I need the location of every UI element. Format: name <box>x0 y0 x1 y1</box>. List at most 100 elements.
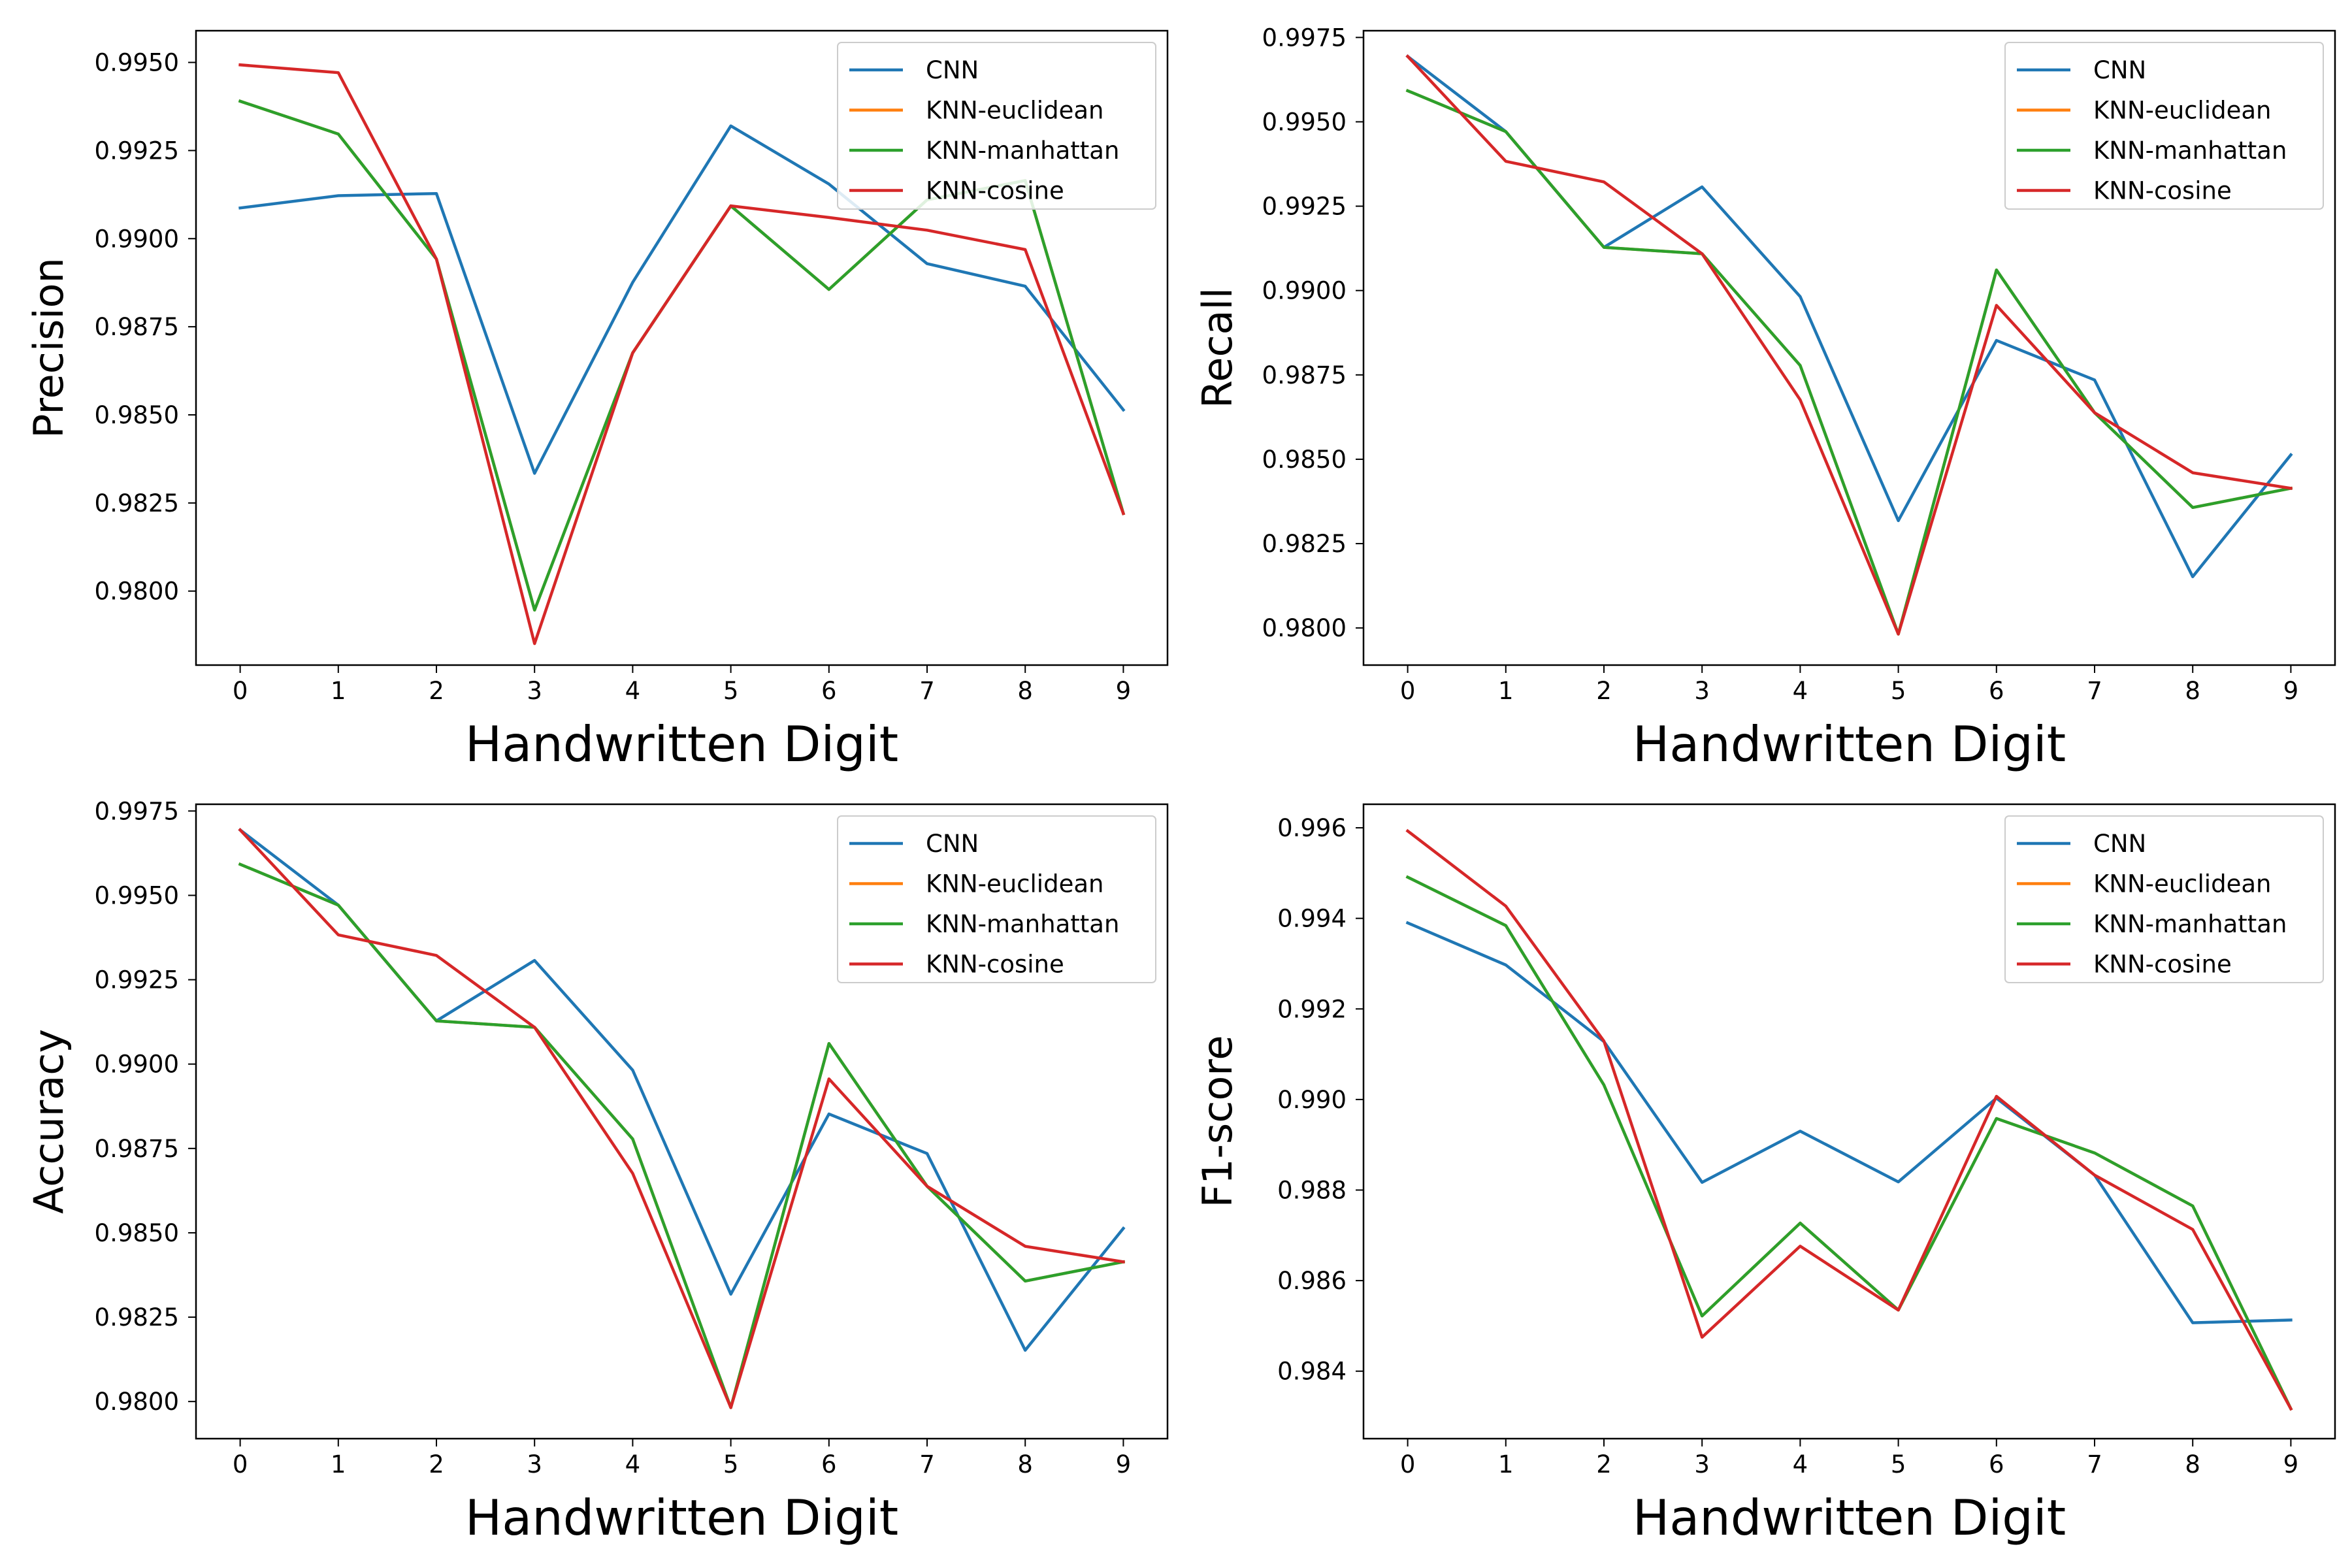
legend-label: CNN <box>2093 56 2146 84</box>
x-tick-label: 2 <box>1596 1450 1612 1478</box>
x-axis-label: Handwritten Digit <box>1633 715 2066 773</box>
y-tick-label: 0.9800 <box>1262 614 1347 642</box>
x-tick-label: 9 <box>1116 677 1132 705</box>
y-tick-label: 0.9825 <box>1262 530 1347 558</box>
y-tick-label: 0.984 <box>1277 1358 1347 1386</box>
legend-label: KNN-euclidean <box>926 870 1103 898</box>
chart-panel-3: 0 1 2 3 4 5 6 7 8 9 0.9800 0.9825 0.9850 0.9875 0.9900… <box>25 797 1169 1546</box>
axes-frame <box>1362 29 2336 666</box>
legend: CNN KNN-euclidean KNN-manhattan KNN-cosine <box>2004 42 2324 210</box>
y-tick-label: 0.992 <box>1277 995 1347 1023</box>
x-axis-label: Handwritten Digit <box>465 715 898 773</box>
y-tick-label: 0.9925 <box>1262 193 1347 221</box>
x-tick-label: 6 <box>1989 1450 2004 1478</box>
y-tick-label: 0.994 <box>1277 905 1347 933</box>
x-tick-label: 3 <box>1694 677 1710 705</box>
axes-frame <box>195 803 1169 1440</box>
x-tick-label: 6 <box>821 677 837 705</box>
legend-label: KNN-manhattan <box>926 137 1119 165</box>
legend-label: CNN <box>926 830 979 858</box>
legend-label: KNN-manhattan <box>2093 137 2287 165</box>
x-tick-label: 9 <box>1116 1450 1132 1478</box>
axes-frame <box>1362 803 2336 1440</box>
y-tick-label: 0.9925 <box>95 137 179 165</box>
y-tick-label: 0.9825 <box>95 489 179 517</box>
x-tick-label: 5 <box>1891 677 1906 705</box>
x-tick-label: 0 <box>233 677 248 705</box>
y-axis-label: Recall <box>1194 287 1241 408</box>
y-tick-label: 0.9975 <box>1262 24 1347 52</box>
y-tick-label: 0.986 <box>1277 1267 1347 1295</box>
x-tick-label: 0 <box>233 1450 248 1478</box>
y-tick-label: 0.9950 <box>1262 108 1347 136</box>
x-tick-label: 1 <box>1498 1450 1514 1478</box>
series-line-knn-cosine <box>238 63 1126 645</box>
x-tick-label: 6 <box>821 1450 837 1478</box>
x-tick-label: 1 <box>331 677 346 705</box>
legend-box <box>837 42 1156 210</box>
y-tick-label: 0.9800 <box>95 578 179 606</box>
y-tick-label: 0.9925 <box>95 966 179 994</box>
series-line-knn-cosine <box>1405 828 2293 1411</box>
series-line-knn-cosine <box>238 828 1125 1409</box>
legend-label: CNN <box>2093 830 2146 858</box>
y-tick-label: 0.9900 <box>95 225 179 253</box>
x-tick-label: 3 <box>527 1450 542 1478</box>
x-tick-label: 5 <box>723 1450 739 1478</box>
y-tick-label: 0.9950 <box>95 49 179 77</box>
x-tick-label: 3 <box>527 677 542 705</box>
x-tick-label: 8 <box>2185 1450 2200 1478</box>
chart-panel-1: 0 1 2 3 4 5 6 7 8 9 0.9800 0.9825 0.9850 0.9875 0.9900… <box>25 29 1169 773</box>
legend-label: KNN-cosine <box>926 177 1064 205</box>
x-tick-label: 4 <box>625 677 641 705</box>
x-tick-label: 4 <box>625 1450 641 1478</box>
y-axis-label: Precision <box>25 257 73 438</box>
y-tick-label: 0.9900 <box>1262 277 1347 305</box>
y-axis-label: Accuracy <box>25 1029 73 1214</box>
x-tick-label: 9 <box>2283 677 2299 705</box>
series-line-knn-cosine <box>1405 54 2293 636</box>
legend-label: CNN <box>926 56 979 84</box>
y-tick-label: 0.996 <box>1277 814 1347 842</box>
x-tick-label: 7 <box>2087 677 2102 705</box>
y-axis-label: F1-score <box>1194 1035 1241 1207</box>
legend: CNN KNN-euclidean KNN-manhattan KNN-cosine <box>2004 815 2324 983</box>
x-tick-label: 7 <box>919 1450 935 1478</box>
legend-label: KNN-euclidean <box>926 97 1103 125</box>
series-line-knn-manhattan <box>1405 88 2293 636</box>
x-tick-label: 9 <box>2283 1450 2299 1478</box>
y-tick-label: 0.9975 <box>95 797 179 825</box>
legend-label: KNN-cosine <box>2093 951 2232 979</box>
legend-box <box>2004 815 2324 983</box>
y-tick-label: 0.9950 <box>95 881 179 909</box>
x-tick-label: 3 <box>1694 1450 1710 1478</box>
x-axis-label: Handwritten Digit <box>1633 1489 2066 1546</box>
legend: CNN KNN-euclidean KNN-manhattan KNN-cosine <box>837 42 1156 210</box>
series-line-knn-manhattan <box>1405 875 2293 1411</box>
x-tick-label: 2 <box>1596 677 1612 705</box>
legend: CNN KNN-euclidean KNN-manhattan KNN-cosine <box>837 815 1156 983</box>
y-tick-label: 0.9800 <box>95 1388 179 1416</box>
x-tick-label: 4 <box>1793 1450 1808 1478</box>
legend-label: KNN-euclidean <box>2093 870 2271 898</box>
legend-box <box>837 815 1156 983</box>
x-tick-label: 8 <box>1017 1450 1033 1478</box>
y-tick-label: 0.9850 <box>95 1219 179 1247</box>
chart-panel-2: 0 1 2 3 4 5 6 7 8 9 0.9800 0.9825 0.9850 0.9875 0.9900… <box>1194 24 2336 773</box>
x-tick-label: 2 <box>429 677 444 705</box>
legend-label: KNN-cosine <box>926 951 1064 979</box>
x-tick-label: 8 <box>2185 677 2200 705</box>
x-tick-label: 0 <box>1400 1450 1416 1478</box>
x-tick-label: 5 <box>1891 1450 1906 1478</box>
legend-label: KNN-manhattan <box>2093 910 2287 938</box>
x-tick-label: 1 <box>331 1450 346 1478</box>
x-axis-label: Handwritten Digit <box>465 1489 898 1546</box>
x-tick-label: 1 <box>1498 677 1514 705</box>
x-tick-label: 8 <box>1017 677 1033 705</box>
x-tick-label: 0 <box>1400 677 1416 705</box>
chart-panel-4: 0 1 2 3 4 5 6 7 8 9 0.984 0.986 0.988 0.990 0.992 0.994… <box>1194 803 2336 1546</box>
axes-frame <box>195 29 1169 666</box>
y-tick-label: 0.9875 <box>1262 361 1347 389</box>
y-tick-label: 0.9850 <box>1262 446 1347 474</box>
